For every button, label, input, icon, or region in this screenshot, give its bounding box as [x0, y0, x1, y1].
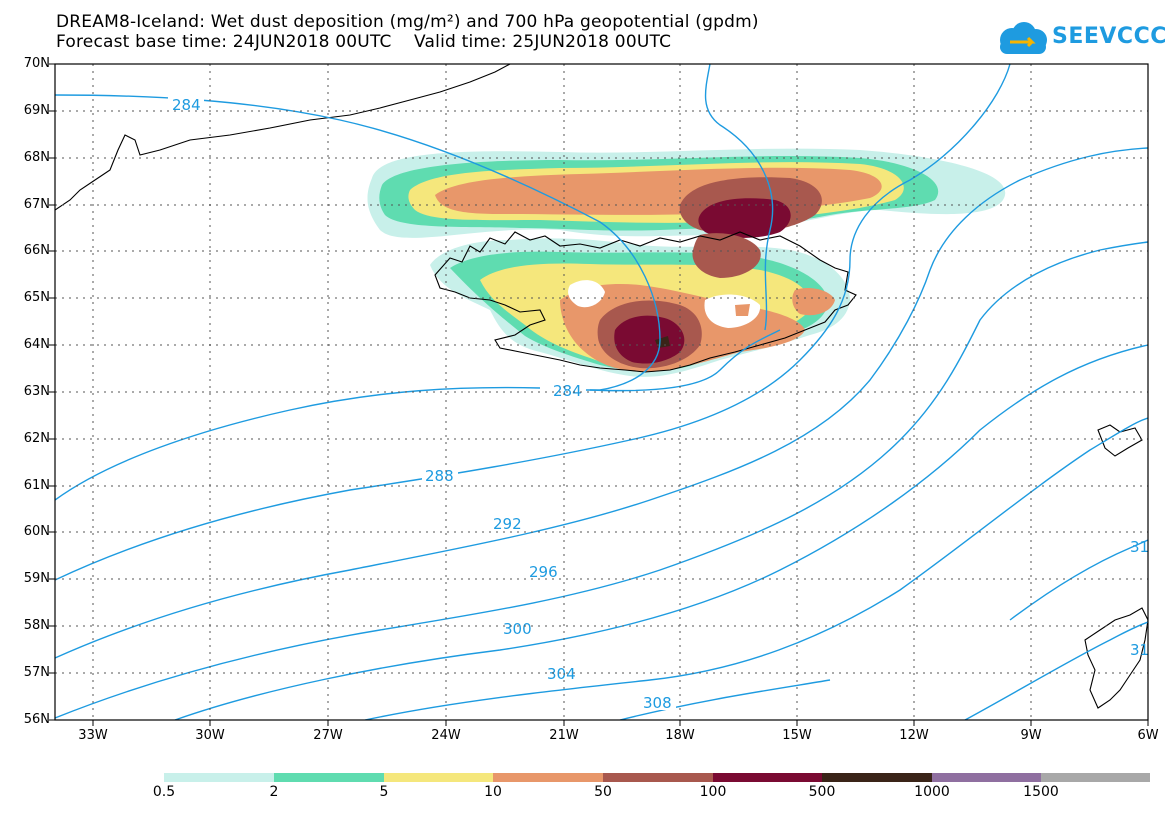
legend-label-10: 10	[484, 784, 502, 800]
lon-label-9w: 9W	[1020, 728, 1042, 743]
geopotential-contours	[55, 64, 1148, 720]
lat-label-61n: 61N	[23, 478, 50, 493]
contour-label-308: 308	[643, 694, 672, 712]
contour-label-304: 304	[547, 665, 576, 683]
legend-label-1500: 1500	[1023, 784, 1059, 800]
lat-label-60n: 60N	[23, 524, 50, 539]
legend-swatch-7	[822, 773, 932, 782]
contour-label-31-a: 31	[1130, 538, 1149, 556]
lat-label-57n: 57N	[23, 665, 50, 680]
legend-label-1000: 1000	[914, 784, 950, 800]
legend-swatch-8	[932, 773, 1041, 782]
legend-label-50: 50	[594, 784, 612, 800]
lon-label-24w: 24W	[431, 728, 461, 743]
contour-label-288: 288	[425, 467, 454, 485]
legend-label-500: 500	[808, 784, 836, 800]
lat-label-69n: 69N	[23, 103, 50, 118]
legend-label-100: 100	[699, 784, 727, 800]
contour-label-292: 292	[493, 515, 522, 533]
legend-swatch-5	[603, 773, 713, 782]
coastline-layer	[55, 64, 1148, 709]
contour-label-31-b: 31	[1130, 641, 1149, 659]
legend-swatch-4	[493, 773, 603, 782]
lon-label-12w: 12W	[899, 728, 929, 743]
contour-label-300: 300	[503, 620, 532, 638]
lat-label-56n: 56N	[23, 712, 50, 727]
lon-label-33w: 33W	[78, 728, 108, 743]
lon-label-30w: 30W	[195, 728, 225, 743]
contour-label-284-b: 284	[553, 382, 582, 400]
legend-label-2: 2	[269, 784, 279, 800]
lon-label-18w: 18W	[665, 728, 695, 743]
lat-label-59n: 59N	[23, 571, 50, 586]
lon-label-27w: 27W	[313, 728, 343, 743]
lat-label-62n: 62N	[23, 431, 50, 446]
lat-label-68n: 68N	[23, 150, 50, 165]
legend-swatch-6	[713, 773, 822, 782]
legend-label-0-5: 0.5	[152, 784, 176, 800]
legend-swatch-1	[164, 773, 274, 782]
lat-label-67n: 67N	[23, 197, 50, 212]
lat-label-66n: 66N	[23, 243, 50, 258]
brand-logo-text: SEEVCCC	[1052, 24, 1167, 49]
dust-deposition-field	[367, 148, 1006, 377]
legend-swatch-9	[1041, 773, 1150, 782]
contour-label-backgrounds	[168, 95, 676, 710]
cloud-logo-icon	[1000, 22, 1047, 54]
lat-label-64n: 64N	[23, 337, 50, 352]
lon-label-6w: 6W	[1137, 728, 1159, 743]
lat-label-70n: 70N	[23, 56, 50, 71]
map-title: DREAM8-Iceland: Wet dust deposition (mg/…	[56, 12, 759, 32]
forecast-times: Forecast base time: 24JUN2018 00UTC Vali…	[56, 32, 672, 52]
axis-ticks	[49, 63, 1149, 726]
lat-label-58n: 58N	[23, 618, 50, 633]
lat-label-63n: 63N	[23, 384, 50, 399]
legend-swatch-2	[274, 773, 384, 782]
contour-label-284-a: 284	[172, 96, 201, 114]
contour-label-296: 296	[529, 563, 558, 581]
legend-swatch-3	[384, 773, 493, 782]
lon-label-21w: 21W	[549, 728, 579, 743]
lon-label-15w: 15W	[782, 728, 812, 743]
graticule	[55, 64, 1148, 720]
lat-label-65n: 65N	[23, 290, 50, 305]
legend-label-5: 5	[379, 784, 389, 800]
